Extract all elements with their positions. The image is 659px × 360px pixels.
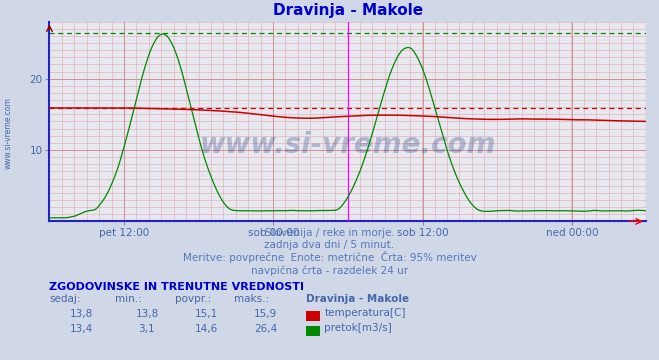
Text: 15,1: 15,1	[194, 309, 218, 319]
Text: 13,8: 13,8	[69, 309, 93, 319]
Text: 15,9: 15,9	[254, 309, 277, 319]
Text: 13,8: 13,8	[135, 309, 159, 319]
Text: min.:: min.:	[115, 294, 142, 305]
Text: temperatura[C]: temperatura[C]	[324, 308, 406, 318]
Text: sedaj:: sedaj:	[49, 294, 81, 305]
Text: navpična črta - razdelek 24 ur: navpična črta - razdelek 24 ur	[251, 265, 408, 276]
Text: maks.:: maks.:	[234, 294, 269, 305]
Text: 3,1: 3,1	[138, 324, 156, 334]
Text: Dravinja - Makole: Dravinja - Makole	[306, 294, 409, 305]
Text: povpr.:: povpr.:	[175, 294, 211, 305]
Text: Meritve: povprečne  Enote: metrične  Črta: 95% meritev: Meritve: povprečne Enote: metrične Črta:…	[183, 251, 476, 263]
Text: Slovenija / reke in morje.: Slovenija / reke in morje.	[264, 228, 395, 238]
Text: www.si-vreme.com: www.si-vreme.com	[200, 131, 496, 159]
Text: ZGODOVINSKE IN TRENUTNE VREDNOSTI: ZGODOVINSKE IN TRENUTNE VREDNOSTI	[49, 282, 304, 292]
Text: 26,4: 26,4	[254, 324, 277, 334]
Text: zadnja dva dni / 5 minut.: zadnja dva dni / 5 minut.	[264, 240, 395, 251]
Text: pretok[m3/s]: pretok[m3/s]	[324, 323, 392, 333]
Title: Dravinja - Makole: Dravinja - Makole	[273, 3, 422, 18]
Text: www.si-vreme.com: www.si-vreme.com	[3, 97, 13, 169]
Text: 14,6: 14,6	[194, 324, 218, 334]
Text: 13,4: 13,4	[69, 324, 93, 334]
